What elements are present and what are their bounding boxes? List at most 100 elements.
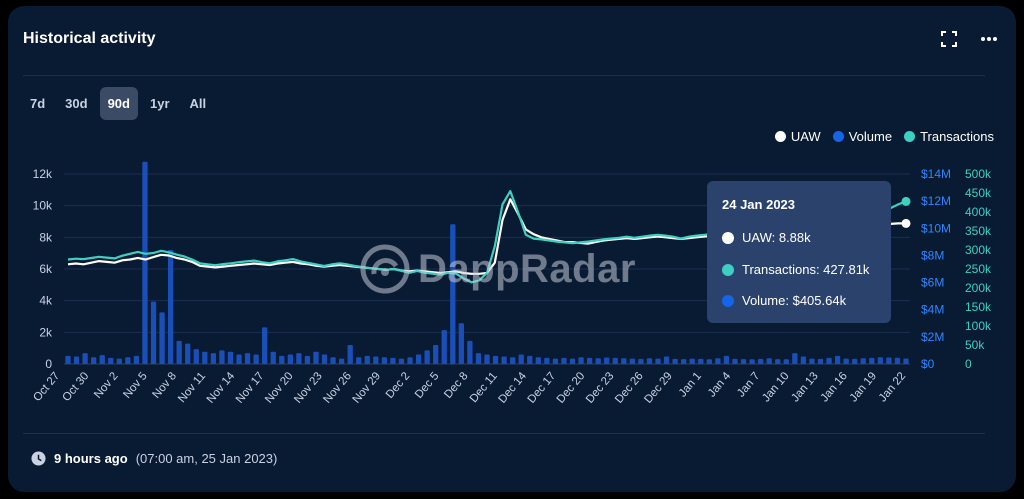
volume-bar[interactable] — [612, 357, 618, 364]
volume-bar[interactable] — [586, 357, 593, 364]
volume-bar[interactable] — [809, 358, 815, 364]
volume-bar[interactable] — [621, 358, 627, 364]
expand-icon[interactable] — [940, 30, 958, 48]
volume-bar[interactable] — [185, 343, 191, 364]
volume-bar[interactable] — [775, 359, 781, 364]
volume-bar[interactable] — [304, 355, 311, 364]
volume-bar[interactable] — [723, 355, 730, 364]
volume-bar[interactable] — [527, 355, 533, 364]
volume-bar[interactable] — [176, 340, 182, 364]
volume-bar[interactable] — [210, 353, 217, 364]
volume-bar[interactable] — [492, 355, 499, 364]
volume-bar[interactable] — [869, 357, 875, 364]
volume-bar[interactable] — [99, 355, 105, 364]
volume-bar[interactable] — [390, 357, 396, 364]
volume-bar[interactable] — [501, 356, 507, 364]
volume-bar[interactable] — [646, 358, 653, 364]
volume-bar[interactable] — [475, 353, 482, 364]
legend-item-transactions[interactable]: Transactions — [904, 129, 994, 144]
volume-bar[interactable] — [792, 353, 798, 364]
volume-bar[interactable] — [279, 355, 285, 364]
volume-bar[interactable] — [783, 359, 789, 364]
volume-bar[interactable] — [834, 355, 841, 364]
volume-bar[interactable] — [877, 357, 883, 364]
volume-bar[interactable] — [604, 357, 610, 364]
volume-bar[interactable] — [356, 357, 362, 364]
volume-bar[interactable] — [142, 161, 148, 364]
volume-bar[interactable] — [244, 353, 251, 364]
volume-bar[interactable] — [903, 358, 909, 364]
volume-bar[interactable] — [817, 358, 824, 364]
volume-bar[interactable] — [749, 359, 755, 364]
volume-bar[interactable] — [706, 359, 712, 364]
legend-item-uaw[interactable]: UAW — [774, 129, 821, 144]
volume-bar[interactable] — [629, 358, 636, 364]
volume-bar[interactable] — [578, 357, 584, 364]
volume-bar[interactable] — [458, 323, 464, 364]
volume-bar[interactable] — [116, 358, 122, 364]
volume-bar[interactable] — [672, 358, 678, 364]
volume-bar[interactable] — [715, 358, 721, 364]
volume-bar[interactable] — [535, 357, 541, 364]
volume-bar[interactable] — [415, 354, 422, 365]
volume-bar[interactable] — [757, 358, 764, 364]
volume-bar[interactable] — [732, 358, 738, 364]
volume-bar[interactable] — [321, 354, 328, 365]
series-end-point-uaw[interactable] — [901, 218, 911, 228]
volume-bar[interactable] — [800, 356, 807, 364]
volume-bar[interactable] — [296, 353, 302, 364]
volume-bar[interactable] — [219, 350, 225, 364]
volume-bar[interactable] — [407, 357, 413, 364]
volume-bar[interactable] — [73, 356, 80, 364]
volume-bar[interactable] — [886, 357, 892, 364]
volume-bar[interactable] — [561, 357, 567, 364]
volume-bar[interactable] — [518, 354, 524, 365]
volume-bar[interactable] — [338, 358, 345, 364]
tab-90d[interactable]: 90d — [99, 87, 138, 120]
volume-bar[interactable] — [689, 358, 695, 364]
volume-bar[interactable] — [544, 357, 550, 364]
legend-item-volume[interactable]: Volume — [832, 129, 892, 144]
volume-bar[interactable] — [681, 359, 687, 364]
more-horizontal-icon[interactable] — [980, 30, 998, 48]
volume-bar[interactable] — [552, 358, 559, 364]
volume-bar[interactable] — [852, 358, 858, 364]
volume-bar[interactable] — [433, 345, 439, 364]
volume-bar[interactable] — [167, 250, 174, 364]
volume-bar[interactable] — [698, 358, 704, 364]
volume-bar[interactable] — [262, 327, 268, 364]
volume-bar[interactable] — [159, 312, 165, 364]
volume-bar[interactable] — [227, 351, 234, 364]
volume-bar[interactable] — [202, 351, 208, 364]
volume-bar[interactable] — [270, 351, 276, 364]
volume-bar[interactable] — [125, 357, 131, 364]
volume-bar[interactable] — [510, 357, 516, 364]
volume-bar[interactable] — [91, 357, 97, 364]
volume-bar[interactable] — [860, 358, 866, 364]
volume-bar[interactable] — [65, 355, 71, 364]
volume-bar[interactable] — [467, 340, 473, 364]
volume-bar[interactable] — [894, 357, 901, 364]
volume-bar[interactable] — [373, 356, 379, 364]
tab-all[interactable]: All — [189, 96, 207, 111]
volume-bar[interactable] — [330, 357, 336, 364]
volume-bar[interactable] — [569, 358, 576, 364]
volume-bar[interactable] — [663, 356, 670, 364]
volume-bar[interactable] — [398, 358, 405, 364]
series-end-point-transactions[interactable] — [901, 196, 911, 206]
volume-bar[interactable] — [843, 358, 849, 364]
volume-bar[interactable] — [253, 354, 259, 365]
volume-bar[interactable] — [82, 353, 88, 364]
volume-bar[interactable] — [484, 354, 490, 365]
tab-30d[interactable]: 30d — [65, 96, 88, 111]
volume-bar[interactable] — [826, 357, 832, 364]
volume-bar[interactable] — [441, 330, 447, 364]
volume-bar[interactable] — [287, 354, 293, 365]
volume-bar[interactable] — [740, 359, 747, 364]
volume-bar[interactable] — [193, 349, 199, 364]
volume-bar[interactable] — [450, 224, 456, 364]
volume-bar[interactable] — [313, 351, 319, 364]
volume-bar[interactable] — [150, 301, 157, 364]
volume-bar[interactable] — [595, 358, 601, 364]
